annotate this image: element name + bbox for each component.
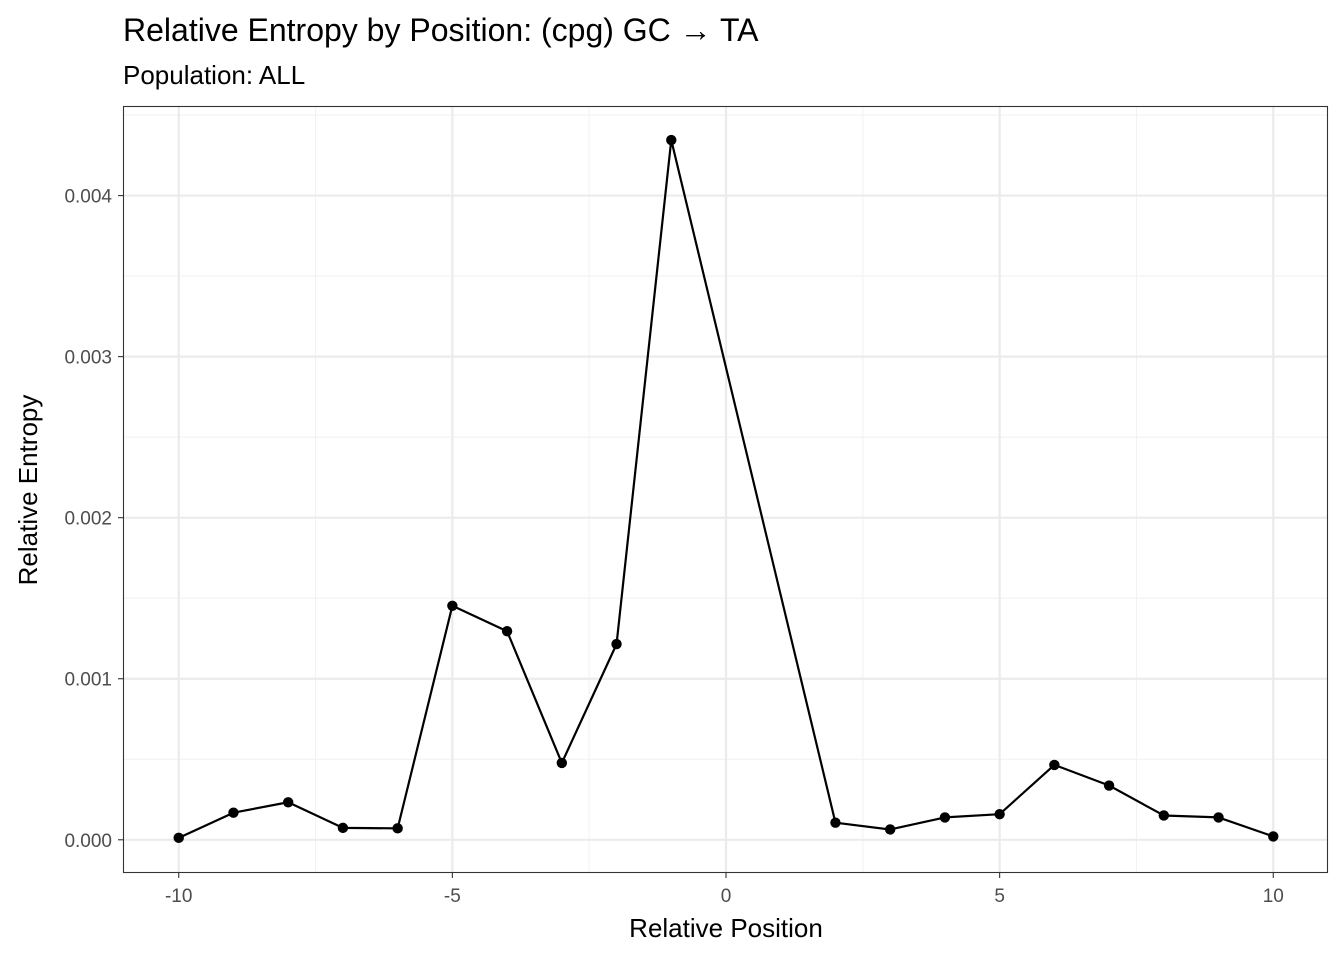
data-point	[939, 812, 951, 823]
x-tick-label: 0	[721, 886, 732, 907]
data-point	[666, 134, 677, 146]
data-point	[337, 822, 349, 834]
data-point	[1158, 810, 1170, 821]
data-point	[884, 824, 896, 835]
y-tick-label: 0.003	[64, 348, 112, 369]
data-point	[1049, 759, 1060, 771]
chart-subtitle: Population: ALL	[123, 60, 305, 90]
x-tick-label: -10	[165, 886, 192, 907]
axes: -10 -5 0 5 10 0.000 0.001 0.002 0.003 0.004	[64, 187, 1283, 907]
data-point	[994, 808, 1005, 820]
x-tick-label: 10	[1263, 886, 1284, 907]
y-tick-label: 0.000	[64, 831, 112, 852]
data-point	[1268, 831, 1279, 842]
chart-title: Relative Entropy by Position: (cpg) GC →…	[123, 12, 759, 48]
y-axis-title: Relative Entropy	[13, 395, 43, 586]
data-point	[1103, 780, 1115, 791]
y-tick-label: 0.002	[64, 509, 112, 530]
y-tick-label: 0.004	[64, 187, 112, 208]
gridlines	[124, 107, 1328, 872]
data-point	[1213, 812, 1224, 823]
x-tick-label: 5	[994, 886, 1005, 907]
x-axis-title: Relative Position	[629, 913, 823, 943]
data-point	[556, 757, 568, 769]
data-point	[501, 626, 513, 637]
data-point	[447, 600, 458, 611]
data-point	[611, 638, 622, 650]
data-point	[282, 797, 294, 808]
data-point	[173, 832, 184, 844]
x-tick-label: -5	[444, 886, 461, 907]
y-tick-label: 0.001	[64, 670, 112, 691]
data-point	[228, 807, 239, 818]
plot-panel-border	[122, 105, 1329, 874]
data-point	[392, 823, 403, 834]
data-layer	[173, 134, 1279, 844]
data-point	[830, 817, 841, 828]
